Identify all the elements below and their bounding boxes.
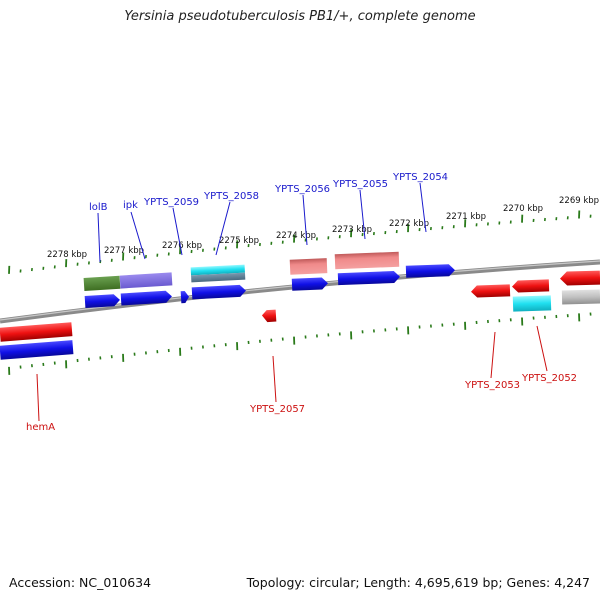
feature-lolB[interactable] [83, 275, 121, 291]
scale-label: 2277 kbp [104, 246, 144, 256]
map-title: Yersinia pseudotuberculosis PB1/+, compl… [124, 9, 476, 24]
feature-YPTS_2052[interactable] [512, 279, 550, 293]
gene-label-leaders-top [97, 182, 427, 263]
gene-label-lolB[interactable]: lolB [89, 202, 108, 213]
gene-label-ipk[interactable]: ipk [123, 200, 138, 211]
feature-YPTS_2053[interactable] [471, 284, 511, 298]
gene-label-YPTS_2056[interactable]: YPTS_2056 [274, 184, 330, 195]
scale-label: 2270 kbp [503, 204, 543, 214]
gene-label-YPTS_2059[interactable]: YPTS_2059 [143, 197, 199, 208]
genome-stats-text: Topology: circular; Length: 4,695,619 bp… [246, 575, 590, 590]
scale-label: 2274 kbp [276, 231, 316, 241]
gene-labels-top: lolB ipk YPTS_2059 YPTS_2058 YPTS_2056 Y… [89, 172, 448, 213]
gene-label-YPTS_2054[interactable]: YPTS_2054 [392, 172, 448, 183]
cds-arrow[interactable] [120, 290, 173, 306]
gene-label-hemA[interactable]: hemA [26, 422, 55, 433]
scale-label: 2278 kbp [47, 250, 87, 260]
scale-label: 2269 kbp [559, 196, 599, 206]
cds-arrow[interactable] [337, 271, 400, 286]
scale-label: 2276 kbp [162, 241, 202, 251]
feature-hemA[interactable] [0, 322, 73, 342]
scale-label: 2271 kbp [446, 212, 486, 222]
feature-YPTS_2056[interactable] [289, 258, 328, 275]
cds-arrow[interactable] [84, 294, 121, 309]
feature-offscreen-gene[interactable] [560, 270, 600, 286]
cds-arrow[interactable] [291, 277, 328, 291]
feature-gray-gene[interactable] [561, 289, 600, 305]
gene-label-YPTS_2057[interactable]: YPTS_2057 [249, 404, 305, 415]
cds-arrow[interactable] [180, 291, 190, 304]
gene-label-YPTS_2053[interactable]: YPTS_2053 [464, 380, 520, 391]
features-bottom-strand [0, 270, 600, 360]
scale-label: 2275 kbp [219, 236, 259, 246]
feature-ipk[interactable] [119, 272, 173, 289]
scale-ticks-inner [8, 312, 592, 375]
gene-label-YPTS_2052[interactable]: YPTS_2052 [521, 373, 577, 384]
gene-label-leaders-bottom [36, 325, 548, 422]
feature-YPTS_2057[interactable] [261, 309, 277, 323]
accession-text: Accession: NC_010634 [9, 575, 152, 590]
feature-YPTS_2052-misc[interactable] [512, 295, 552, 312]
feature-YPTS_2055[interactable] [334, 251, 400, 270]
cds-hemA[interactable] [0, 340, 74, 360]
cds-arrow[interactable] [191, 284, 247, 300]
gene-label-YPTS_2055[interactable]: YPTS_2055 [332, 179, 388, 190]
scale-label: 2273 kbp [332, 225, 372, 235]
scale-label: 2272 kbp [389, 219, 429, 229]
feature-YPTS_2058-b[interactable] [191, 272, 246, 283]
features-top-strand [83, 251, 400, 291]
gene-label-YPTS_2058[interactable]: YPTS_2058 [203, 191, 259, 202]
scale-labels: 2278 kbp 2277 kbp 2276 kbp 2275 kbp 2274… [47, 196, 599, 260]
cds-arrow[interactable] [405, 264, 455, 278]
gene-labels-bottom: hemA YPTS_2057 YPTS_2053 YPTS_2052 [26, 373, 577, 433]
cds-top-strand [84, 264, 455, 309]
feature-YPTS_2058-a[interactable] [190, 264, 245, 276]
